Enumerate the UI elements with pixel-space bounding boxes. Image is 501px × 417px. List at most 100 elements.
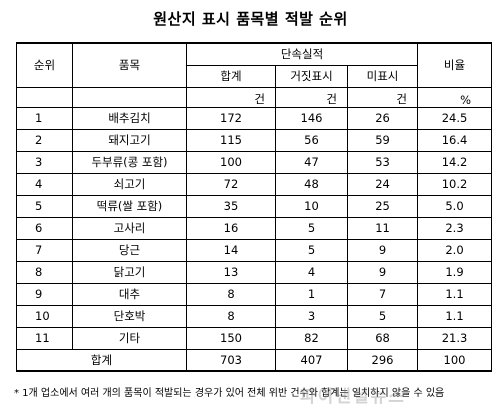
cell-no-label: 59 bbox=[346, 128, 419, 151]
table-row: 10 단호박 8 3 5 1.1 bbox=[16, 304, 493, 327]
cell-total: 8 bbox=[186, 282, 276, 305]
cell-item: 닭고기 bbox=[72, 260, 187, 283]
header-no-label: 미표시 bbox=[346, 64, 419, 87]
cell-rank: 1 bbox=[16, 106, 73, 129]
cell-false-label: 47 bbox=[275, 150, 348, 173]
cell-item: 배추김치 bbox=[72, 106, 187, 129]
cell-rank: 3 bbox=[16, 150, 73, 173]
cell-total: 35 bbox=[186, 194, 276, 217]
cell-false-label: 10 bbox=[275, 194, 348, 217]
table-row: 3 두부류(콩 포함) 100 47 53 14.2 bbox=[16, 150, 493, 173]
unit-false-label: 건 bbox=[275, 86, 348, 107]
cell-ratio: 14.2 bbox=[417, 150, 493, 173]
unit-no-label: 건 bbox=[346, 86, 419, 107]
total-row: 합계 703 407 296 100 bbox=[16, 348, 493, 372]
cell-ratio: 2.0 bbox=[417, 238, 493, 261]
cell-item: 당근 bbox=[72, 238, 187, 261]
table-row: 6 고사리 16 5 11 2.3 bbox=[16, 216, 493, 239]
cell-ratio: 24.5 bbox=[417, 106, 493, 129]
cell-total: 14 bbox=[186, 238, 276, 261]
cell-total: 115 bbox=[186, 128, 276, 151]
cell-rank: 9 bbox=[16, 282, 73, 305]
cell-no-label: 9 bbox=[346, 238, 419, 261]
cell-item: 단호박 bbox=[72, 304, 187, 327]
cell-false-label: 56 bbox=[275, 128, 348, 151]
cell-ratio: 16.4 bbox=[417, 128, 493, 151]
cell-item: 대추 bbox=[72, 282, 187, 305]
cell-false-label: 3 bbox=[275, 304, 348, 327]
table-row: 5 떡류(쌀 포함) 35 10 25 5.0 bbox=[16, 194, 493, 217]
cell-item: 쇠고기 bbox=[72, 172, 187, 195]
cell-ratio: 2.3 bbox=[417, 216, 493, 239]
total-ratio: 100 bbox=[417, 348, 493, 372]
cell-rank: 8 bbox=[16, 260, 73, 283]
cell-rank: 2 bbox=[16, 128, 73, 151]
table-row: 2 돼지고기 115 56 59 16.4 bbox=[16, 128, 493, 151]
cell-total: 172 bbox=[186, 106, 276, 129]
cell-ratio: 5.0 bbox=[417, 194, 493, 217]
total-no-label: 296 bbox=[346, 348, 419, 372]
header-enforcement-group: 단속실적 bbox=[185, 42, 419, 65]
total-total: 703 bbox=[186, 348, 276, 372]
cell-no-label: 24 bbox=[346, 172, 419, 195]
cell-total: 100 bbox=[186, 150, 276, 173]
cell-false-label: 1 bbox=[275, 282, 348, 305]
cell-false-label: 82 bbox=[275, 326, 348, 349]
footnote: * 1개 업소에서 여러 개의 품목이 적발되는 경우가 있어 전체 위반 건수… bbox=[14, 388, 445, 399]
table-row: 9 대추 8 1 7 1.1 bbox=[16, 282, 493, 305]
cell-total: 16 bbox=[186, 216, 276, 239]
cell-no-label: 9 bbox=[346, 260, 419, 283]
table-row: 4 쇠고기 72 48 24 10.2 bbox=[16, 172, 493, 195]
cell-no-label: 53 bbox=[346, 150, 419, 173]
cell-ratio: 10.2 bbox=[417, 172, 493, 195]
cell-false-label: 146 bbox=[275, 106, 348, 129]
cell-ratio: 1.9 bbox=[417, 260, 493, 283]
header-item: 품목 bbox=[72, 42, 187, 87]
cell-ratio: 1.1 bbox=[417, 304, 493, 327]
header-rank: 순위 bbox=[16, 42, 73, 87]
cell-no-label: 7 bbox=[346, 282, 419, 305]
cell-no-label: 25 bbox=[346, 194, 419, 217]
unit-total: 건 bbox=[186, 86, 276, 107]
cell-total: 8 bbox=[186, 304, 276, 327]
table-row: 8 닭고기 13 4 9 1.9 bbox=[16, 260, 493, 283]
cell-item: 떡류(쌀 포함) bbox=[72, 194, 187, 217]
table-row: 1 배추김치 172 146 26 24.5 bbox=[16, 106, 493, 129]
cell-item: 기타 bbox=[72, 326, 187, 349]
cell-ratio: 1.1 bbox=[417, 282, 493, 305]
cell-item: 두부류(콩 포함) bbox=[72, 150, 187, 173]
cell-rank: 10 bbox=[16, 304, 73, 327]
total-label: 합계 bbox=[16, 348, 187, 372]
cell-total: 72 bbox=[186, 172, 276, 195]
units-row: 건 건 건 % bbox=[16, 86, 493, 107]
header-row-1: 순위 품목 단속실적 비율 bbox=[16, 42, 493, 87]
cell-no-label: 11 bbox=[346, 216, 419, 239]
cell-no-label: 26 bbox=[346, 106, 419, 129]
cell-total: 13 bbox=[186, 260, 276, 283]
cell-no-label: 68 bbox=[346, 326, 419, 349]
cell-total: 150 bbox=[186, 326, 276, 349]
cell-rank: 4 bbox=[16, 172, 73, 195]
page-title: 원산지 표시 품목별 적발 순위 bbox=[153, 10, 348, 28]
header-total: 합계 bbox=[186, 64, 276, 87]
unit-ratio: % bbox=[417, 86, 493, 107]
cell-false-label: 48 bbox=[275, 172, 348, 195]
cell-ratio: 21.3 bbox=[417, 326, 493, 349]
violation-ranking-table: 순위 품목 단속실적 비율 합계 거짓표시 미표시 건 건 건 % 1 배추김치 1… bbox=[16, 42, 493, 372]
cell-false-label: 5 bbox=[275, 216, 348, 239]
header-row-2: 합계 거짓표시 미표시 bbox=[17, 64, 492, 87]
cell-rank: 5 bbox=[16, 194, 73, 217]
cell-false-label: 4 bbox=[275, 260, 348, 283]
cell-false-label: 5 bbox=[275, 238, 348, 261]
cell-rank: 6 bbox=[16, 216, 73, 239]
cell-item: 고사리 bbox=[72, 216, 187, 239]
cell-rank: 7 bbox=[16, 238, 73, 261]
total-false-label: 407 bbox=[275, 348, 348, 372]
cell-rank: 11 bbox=[16, 326, 73, 349]
watermark-logo: 파이낸셜뉴스 bbox=[300, 387, 406, 407]
header-false-label: 거짓표시 bbox=[275, 64, 348, 87]
table-row: 11 기타 150 82 68 21.3 bbox=[16, 326, 493, 349]
header-ratio: 비율 bbox=[417, 42, 493, 87]
table-row: 7 당근 14 5 9 2.0 bbox=[16, 238, 493, 261]
cell-item: 돼지고기 bbox=[72, 128, 187, 151]
